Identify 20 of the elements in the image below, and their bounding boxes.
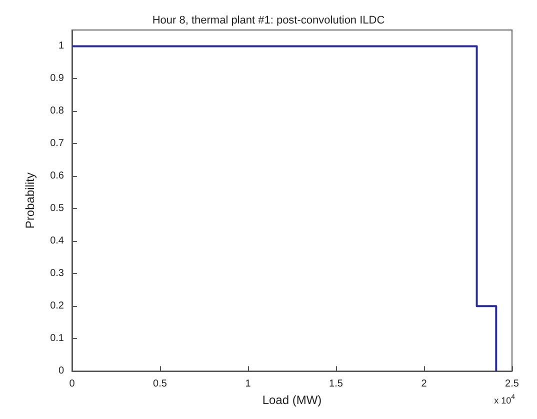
x-tick-label: 0	[69, 378, 76, 390]
x-tick-label: 2	[421, 378, 428, 390]
y-tick-label: 0.1	[50, 333, 64, 344]
y-tick-label: 0.2	[50, 300, 64, 312]
y-tick-label: 0.4	[50, 236, 64, 247]
x-tick-label: 1.5	[329, 378, 344, 390]
x-axis-title: Load (MW)	[262, 393, 322, 407]
x-tick-label: 2.5	[505, 378, 520, 390]
y-axis-title: Probability	[23, 172, 37, 229]
y-tick-label: 0.9	[50, 73, 64, 84]
y-tick-label: 0	[58, 366, 64, 377]
y-tick-label: 0.5	[50, 203, 64, 214]
x-tick-label: 0.5	[153, 378, 168, 390]
x-tick-label: 1	[245, 378, 252, 390]
y-tick-label: 0.3	[50, 268, 64, 280]
y-tick-label: 0.7	[50, 138, 64, 150]
y-tick-label: 1	[58, 40, 64, 52]
y-tick-label: 0.6	[50, 170, 64, 182]
y-tick-label: 0.8	[50, 106, 64, 117]
chart-title: Hour 8, thermal plant #1: post-convolution ILDC	[152, 14, 385, 26]
